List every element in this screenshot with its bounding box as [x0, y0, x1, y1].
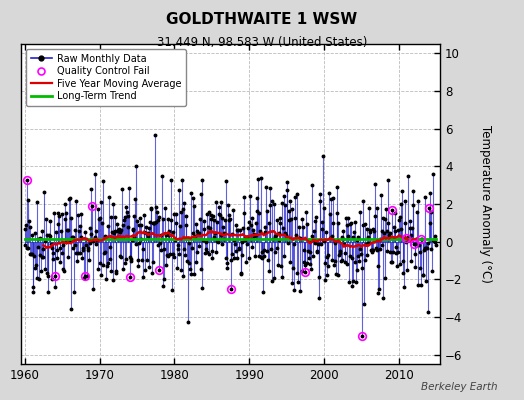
Legend: Raw Monthly Data, Quality Control Fail, Five Year Moving Average, Long-Term Tren: Raw Monthly Data, Quality Control Fail, … [26, 49, 187, 106]
Text: Berkeley Earth: Berkeley Earth [421, 382, 498, 392]
Text: 31.449 N, 98.583 W (United States): 31.449 N, 98.583 W (United States) [157, 36, 367, 49]
Y-axis label: Temperature Anomaly (°C): Temperature Anomaly (°C) [479, 125, 492, 283]
Text: GOLDTHWAITE 1 WSW: GOLDTHWAITE 1 WSW [167, 12, 357, 27]
